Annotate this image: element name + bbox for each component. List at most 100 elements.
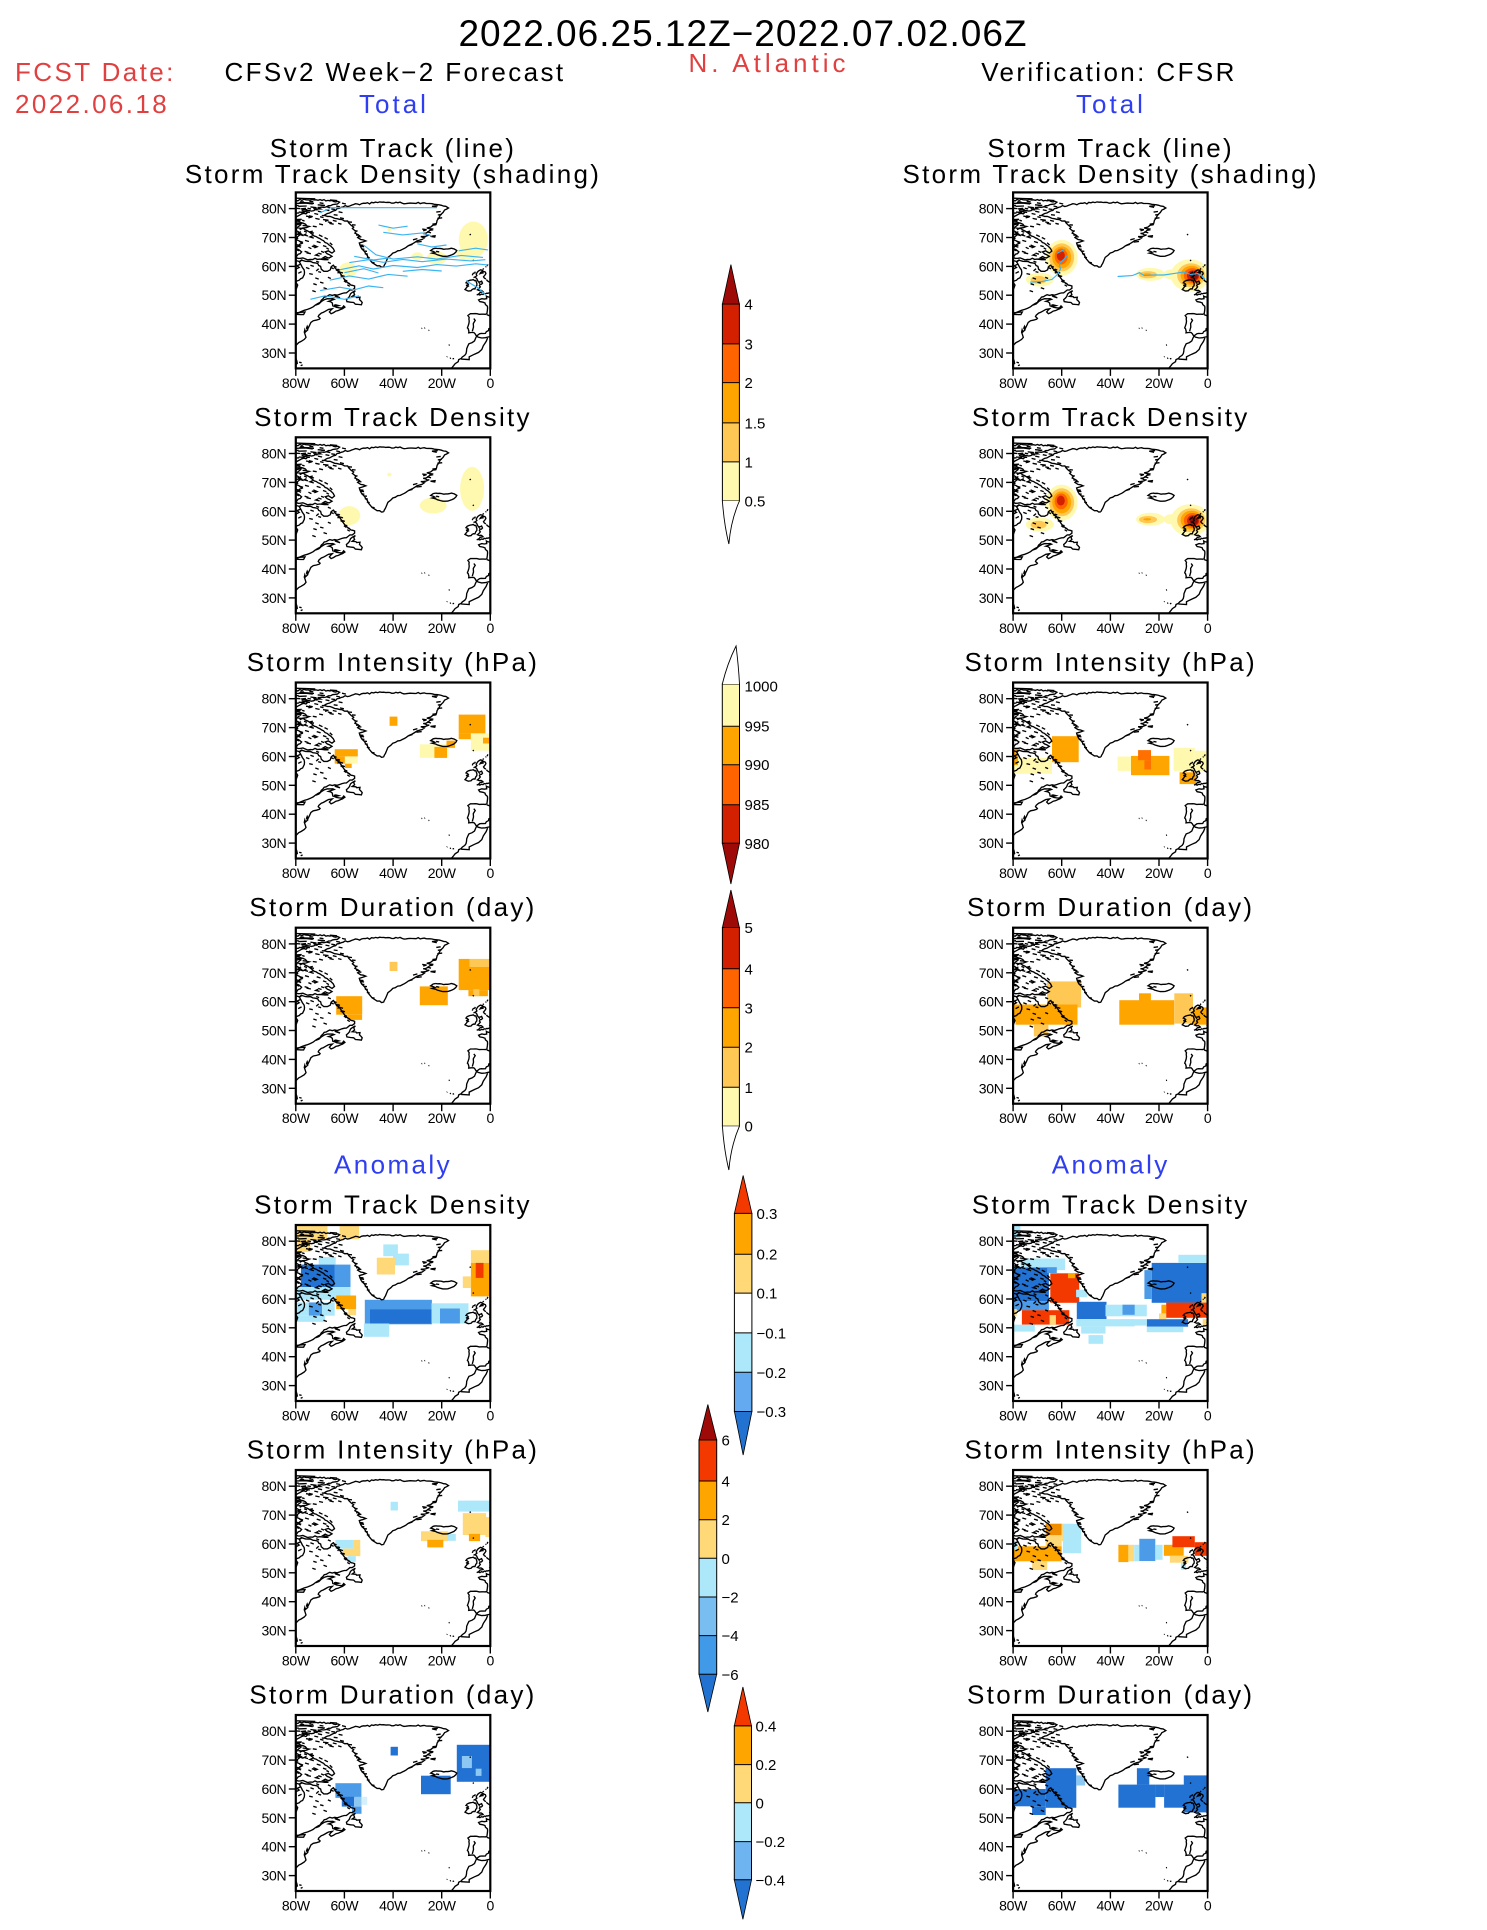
svg-text:30N: 30N	[979, 1080, 1004, 1096]
svg-text:40N: 40N	[262, 806, 287, 822]
svg-text:990: 990	[745, 757, 770, 774]
svg-text:0: 0	[487, 865, 495, 881]
svg-text:20W: 20W	[1145, 1110, 1174, 1126]
svg-text:60N: 60N	[262, 503, 287, 519]
svg-text:−0.4: −0.4	[756, 1872, 786, 1889]
svg-text:Storm Duration (day): Storm Duration (day)	[249, 892, 536, 922]
svg-text:50N: 50N	[979, 1320, 1004, 1336]
svg-text:80W: 80W	[282, 1408, 311, 1424]
svg-text:80N: 80N	[262, 691, 287, 707]
svg-text:50N: 50N	[262, 777, 287, 793]
svg-text:1: 1	[745, 1080, 753, 1097]
svg-text:0: 0	[1204, 620, 1212, 636]
svg-text:0: 0	[1204, 1408, 1212, 1424]
svg-text:30N: 30N	[262, 1623, 287, 1639]
svg-text:Storm Track Density (shading): Storm Track Density (shading)	[903, 159, 1319, 189]
svg-text:50N: 50N	[979, 532, 1004, 548]
svg-text:0: 0	[487, 1408, 495, 1424]
svg-text:60N: 60N	[979, 1291, 1004, 1307]
svg-text:0: 0	[487, 1653, 495, 1669]
svg-text:1: 1	[745, 454, 753, 471]
svg-text:20W: 20W	[428, 1898, 457, 1914]
svg-text:40W: 40W	[1096, 1408, 1125, 1424]
svg-text:80W: 80W	[282, 1110, 311, 1126]
svg-text:80N: 80N	[979, 201, 1004, 217]
svg-text:60W: 60W	[330, 1898, 359, 1914]
svg-text:20W: 20W	[1145, 620, 1174, 636]
svg-text:60N: 60N	[979, 1781, 1004, 1797]
svg-text:Storm Track Density: Storm Track Density	[972, 1190, 1250, 1220]
svg-text:20W: 20W	[428, 375, 457, 391]
svg-text:80N: 80N	[262, 936, 287, 952]
svg-text:4: 4	[722, 1474, 730, 1491]
svg-text:40N: 40N	[979, 316, 1004, 332]
svg-text:0.2: 0.2	[757, 1247, 778, 1264]
svg-text:80W: 80W	[999, 620, 1028, 636]
svg-text:−6: −6	[722, 1667, 739, 1684]
svg-text:4: 4	[745, 961, 753, 978]
svg-text:Storm Track Density: Storm Track Density	[254, 402, 532, 432]
svg-text:20W: 20W	[1145, 1898, 1174, 1914]
svg-text:N. Atlantic: N. Atlantic	[688, 48, 849, 78]
svg-text:0: 0	[1204, 865, 1212, 881]
svg-text:30N: 30N	[979, 1868, 1004, 1884]
svg-text:50N: 50N	[262, 1810, 287, 1826]
svg-text:30N: 30N	[262, 835, 287, 851]
svg-text:30N: 30N	[262, 1868, 287, 1884]
svg-text:80N: 80N	[979, 1478, 1004, 1494]
svg-text:3: 3	[745, 1000, 753, 1017]
svg-text:−0.2: −0.2	[756, 1834, 786, 1851]
svg-text:Total: Total	[1076, 89, 1146, 119]
svg-text:60W: 60W	[1048, 1110, 1077, 1126]
svg-text:Verification: CFSR: Verification: CFSR	[981, 57, 1237, 87]
svg-text:40W: 40W	[379, 1653, 408, 1669]
svg-text:50N: 50N	[979, 1565, 1004, 1581]
svg-text:70N: 70N	[979, 1752, 1004, 1768]
svg-text:70N: 70N	[262, 1752, 287, 1768]
svg-text:60N: 60N	[262, 1536, 287, 1552]
svg-text:20W: 20W	[1145, 865, 1174, 881]
svg-text:0.3: 0.3	[757, 1206, 778, 1223]
svg-text:Storm Intensity (hPa): Storm Intensity (hPa)	[247, 647, 540, 677]
svg-text:20W: 20W	[428, 865, 457, 881]
svg-text:80W: 80W	[999, 1898, 1028, 1914]
svg-text:30N: 30N	[262, 1378, 287, 1394]
svg-text:Storm Duration (day): Storm Duration (day)	[249, 1680, 536, 1710]
svg-text:1000: 1000	[745, 679, 778, 696]
svg-text:50N: 50N	[262, 1320, 287, 1336]
svg-text:60N: 60N	[979, 1536, 1004, 1552]
svg-text:40N: 40N	[979, 1594, 1004, 1610]
svg-text:2: 2	[745, 375, 753, 392]
svg-text:70N: 70N	[979, 720, 1004, 736]
svg-text:60W: 60W	[330, 865, 359, 881]
svg-text:20W: 20W	[1145, 1408, 1174, 1424]
svg-text:20W: 20W	[1145, 375, 1174, 391]
svg-text:60N: 60N	[979, 258, 1004, 274]
svg-text:20W: 20W	[1145, 1653, 1174, 1669]
svg-text:30N: 30N	[979, 1378, 1004, 1394]
svg-text:0: 0	[1204, 1898, 1212, 1914]
svg-text:60W: 60W	[330, 375, 359, 391]
svg-text:60W: 60W	[330, 620, 359, 636]
svg-text:40W: 40W	[1096, 1110, 1125, 1126]
svg-text:70N: 70N	[262, 720, 287, 736]
svg-text:80W: 80W	[282, 1898, 311, 1914]
svg-text:0: 0	[756, 1795, 764, 1812]
svg-text:Anomaly: Anomaly	[334, 1150, 452, 1180]
svg-text:80N: 80N	[979, 691, 1004, 707]
svg-text:0: 0	[1204, 1653, 1212, 1669]
svg-text:50N: 50N	[262, 1565, 287, 1581]
svg-text:Anomaly: Anomaly	[1052, 1150, 1170, 1180]
svg-text:40W: 40W	[379, 1408, 408, 1424]
svg-text:20W: 20W	[428, 1110, 457, 1126]
svg-text:40W: 40W	[379, 620, 408, 636]
svg-text:60W: 60W	[1048, 865, 1077, 881]
svg-text:Storm Track (line): Storm Track (line)	[987, 133, 1234, 163]
svg-text:Storm Track (line): Storm Track (line)	[270, 133, 517, 163]
svg-text:CFSv2 Week−2 Forecast: CFSv2 Week−2 Forecast	[224, 57, 565, 87]
svg-text:40N: 40N	[979, 1051, 1004, 1067]
svg-text:40W: 40W	[1096, 1653, 1125, 1669]
svg-text:50N: 50N	[262, 532, 287, 548]
svg-text:0: 0	[722, 1551, 730, 1568]
svg-text:80N: 80N	[979, 1233, 1004, 1249]
